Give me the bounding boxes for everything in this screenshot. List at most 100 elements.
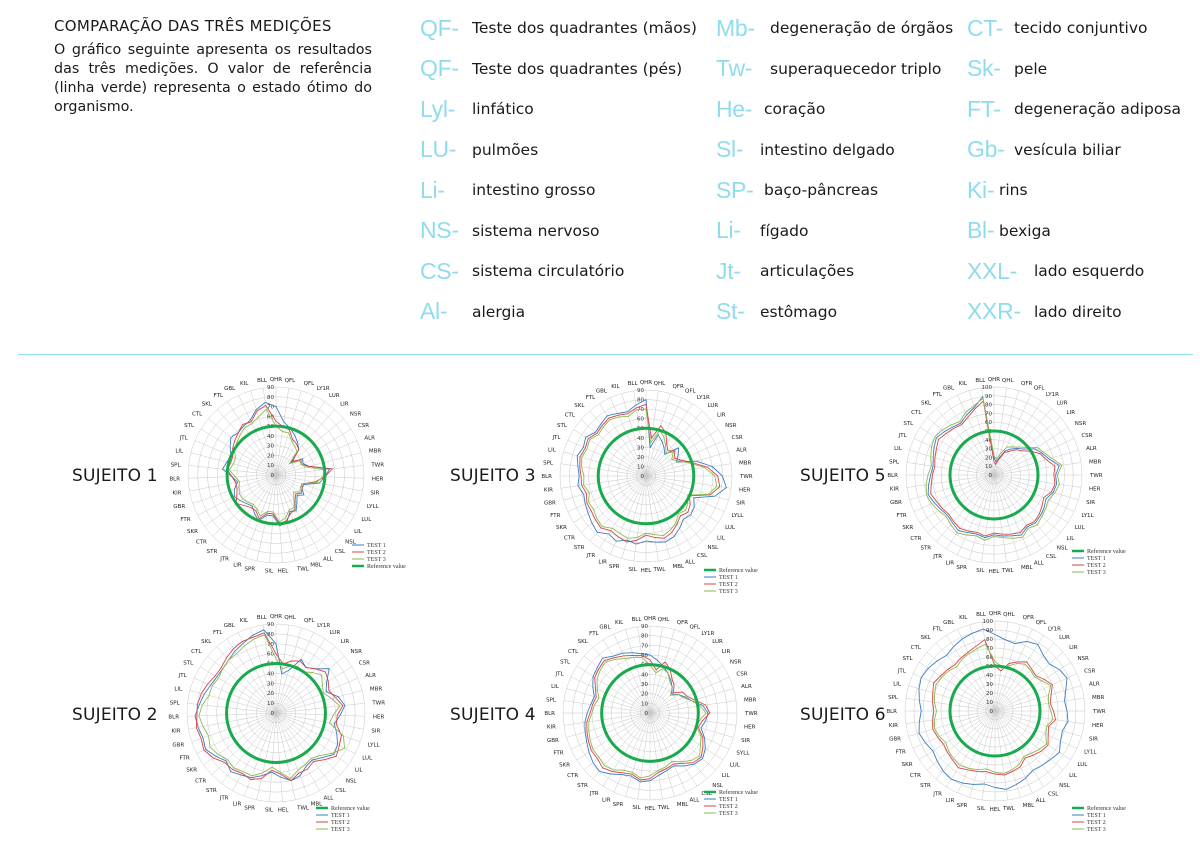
- abbr-code: CT-: [967, 14, 1004, 41]
- abbr-legend-row: Tw-superaquecedor triplo: [716, 49, 953, 90]
- axis-label: QHR: [270, 377, 282, 383]
- abbr-desc: linfático: [472, 100, 534, 119]
- axis-label: TWR: [1089, 473, 1103, 479]
- abbr-legend-row: QF- Teste dos quadrantes (pés): [420, 49, 697, 90]
- axis-label: ALR: [364, 435, 375, 441]
- axis-label: BLR: [168, 715, 179, 721]
- radial-tick-label: 20: [985, 455, 992, 461]
- grid-spoke: [633, 390, 647, 477]
- abbr-code: LU-: [420, 136, 457, 163]
- grid-spoke: [275, 452, 362, 476]
- grid-spoke: [275, 712, 341, 775]
- axis-label: SKR: [186, 767, 197, 773]
- radial-tick-label: 70: [267, 405, 274, 411]
- axis-label: JTL: [551, 435, 561, 441]
- grid-spoke: [275, 712, 361, 742]
- axis-label: SKL: [574, 403, 585, 409]
- abbr-legend-row: SP-baço-pâncreas: [716, 170, 953, 211]
- axis-label: NSL: [1059, 783, 1071, 789]
- abbr-legend-col-2: Mb-degeneração de órgãos Tw-superaqueced…: [716, 8, 953, 332]
- grid-spoke: [580, 419, 647, 477]
- axis-label: CTL: [911, 645, 922, 651]
- radial-tick-label: 60: [985, 420, 992, 426]
- axis-label: JTR: [932, 554, 942, 560]
- axis-label: HER: [372, 477, 384, 483]
- radial-tick-label: 90: [986, 628, 993, 634]
- grid-spoke: [637, 626, 651, 714]
- axis-label: LUR: [329, 393, 340, 399]
- radial-tick-label: 90: [267, 385, 274, 391]
- radial-tick-label: 40: [985, 438, 992, 444]
- abbr-legend-row: Al-alergia: [420, 292, 697, 333]
- axis-label: FTL: [213, 630, 223, 636]
- grid-spoke: [269, 474, 277, 563]
- axis-label: TWR: [370, 463, 384, 469]
- axis-label: LIR: [602, 797, 611, 803]
- axis-label: LUL: [730, 762, 741, 768]
- radial-tick-label: 40: [637, 436, 644, 442]
- abbr-desc: sistema nervoso: [472, 221, 600, 240]
- grid-spoke: [275, 666, 353, 714]
- axis-label: FTR: [180, 517, 190, 523]
- radial-tick-label: 80: [637, 398, 644, 404]
- axis-label: MBR: [369, 449, 382, 455]
- grid-spoke: [563, 700, 651, 714]
- axis-label: STL: [903, 421, 914, 427]
- series-line-test-1: [576, 399, 727, 545]
- axis-label: BLL: [975, 378, 986, 384]
- axis-label: CTR: [910, 536, 921, 542]
- axis-label: SIR: [1089, 737, 1098, 743]
- grid-spoke: [250, 390, 277, 476]
- axis-label: GBR: [547, 738, 559, 744]
- grid-spoke: [243, 712, 277, 797]
- axis-label: FTL: [589, 631, 599, 637]
- abbr-legend-row: FT-degeneração adiposa: [967, 89, 1181, 130]
- radial-tick-label: 20: [637, 455, 644, 461]
- grid-spoke: [621, 475, 647, 559]
- legend-label: TEST 2: [719, 582, 738, 588]
- abbr-code: CS-: [420, 257, 459, 284]
- radar-chart-subject-1: 0 10 20 30 40 50 60 70 80 90 QHR QFL QFL LY1R LUR LIR NS…: [156, 363, 422, 589]
- axis-label: CSL: [1048, 791, 1059, 797]
- axis-label: STR: [574, 545, 585, 551]
- axis-label: LUL: [725, 525, 736, 531]
- axis-label: STR: [920, 546, 931, 552]
- radial-tick-label: 0: [271, 711, 275, 717]
- abbr-code: Sl-: [716, 136, 744, 163]
- abbr-legend-row: LU-pulmões: [420, 130, 697, 171]
- legend-label: TEST 1: [367, 543, 386, 549]
- axis-label: SIR: [371, 729, 380, 735]
- legend-label: TEST 1: [331, 813, 350, 819]
- axis-label: QHL: [654, 381, 666, 387]
- axis-label: BLR: [541, 474, 552, 480]
- axis-label: CTR: [567, 773, 578, 779]
- radial-tick-label: 10: [641, 701, 648, 707]
- grid-spoke: [649, 639, 698, 714]
- radial-tick-label: 20: [986, 691, 993, 697]
- axis-label: NSL: [345, 540, 357, 546]
- axis-label: LYLL: [367, 504, 380, 510]
- abbr-desc: intestino grosso: [472, 181, 596, 200]
- grid-spoke: [275, 474, 320, 552]
- grid-spoke: [275, 474, 360, 504]
- axis-label: SPR: [244, 806, 255, 812]
- axis-label: MBL: [672, 564, 685, 570]
- axis-label: LIL: [175, 449, 184, 455]
- legend-label: TEST 1: [719, 797, 738, 803]
- axis-label: SPR: [244, 567, 255, 573]
- axis-label: SPL: [170, 700, 181, 706]
- legend-label: TEST 3: [719, 811, 738, 817]
- series-line-test-3: [925, 397, 1063, 541]
- abbr-legend-row: NS-sistema nervoso: [420, 211, 697, 252]
- axis-label: QFR: [1021, 381, 1032, 387]
- series-line-test-2: [579, 403, 721, 543]
- axis-label: TWR: [371, 700, 385, 706]
- axis-label: SPR: [956, 565, 967, 571]
- axis-label: LIL: [354, 529, 363, 535]
- axis-label: KIL: [959, 381, 968, 387]
- axis-label: BLR: [169, 477, 180, 483]
- axis-label: FTR: [896, 750, 906, 756]
- grid-spoke: [649, 712, 737, 726]
- axis-label: LUL: [1075, 525, 1086, 531]
